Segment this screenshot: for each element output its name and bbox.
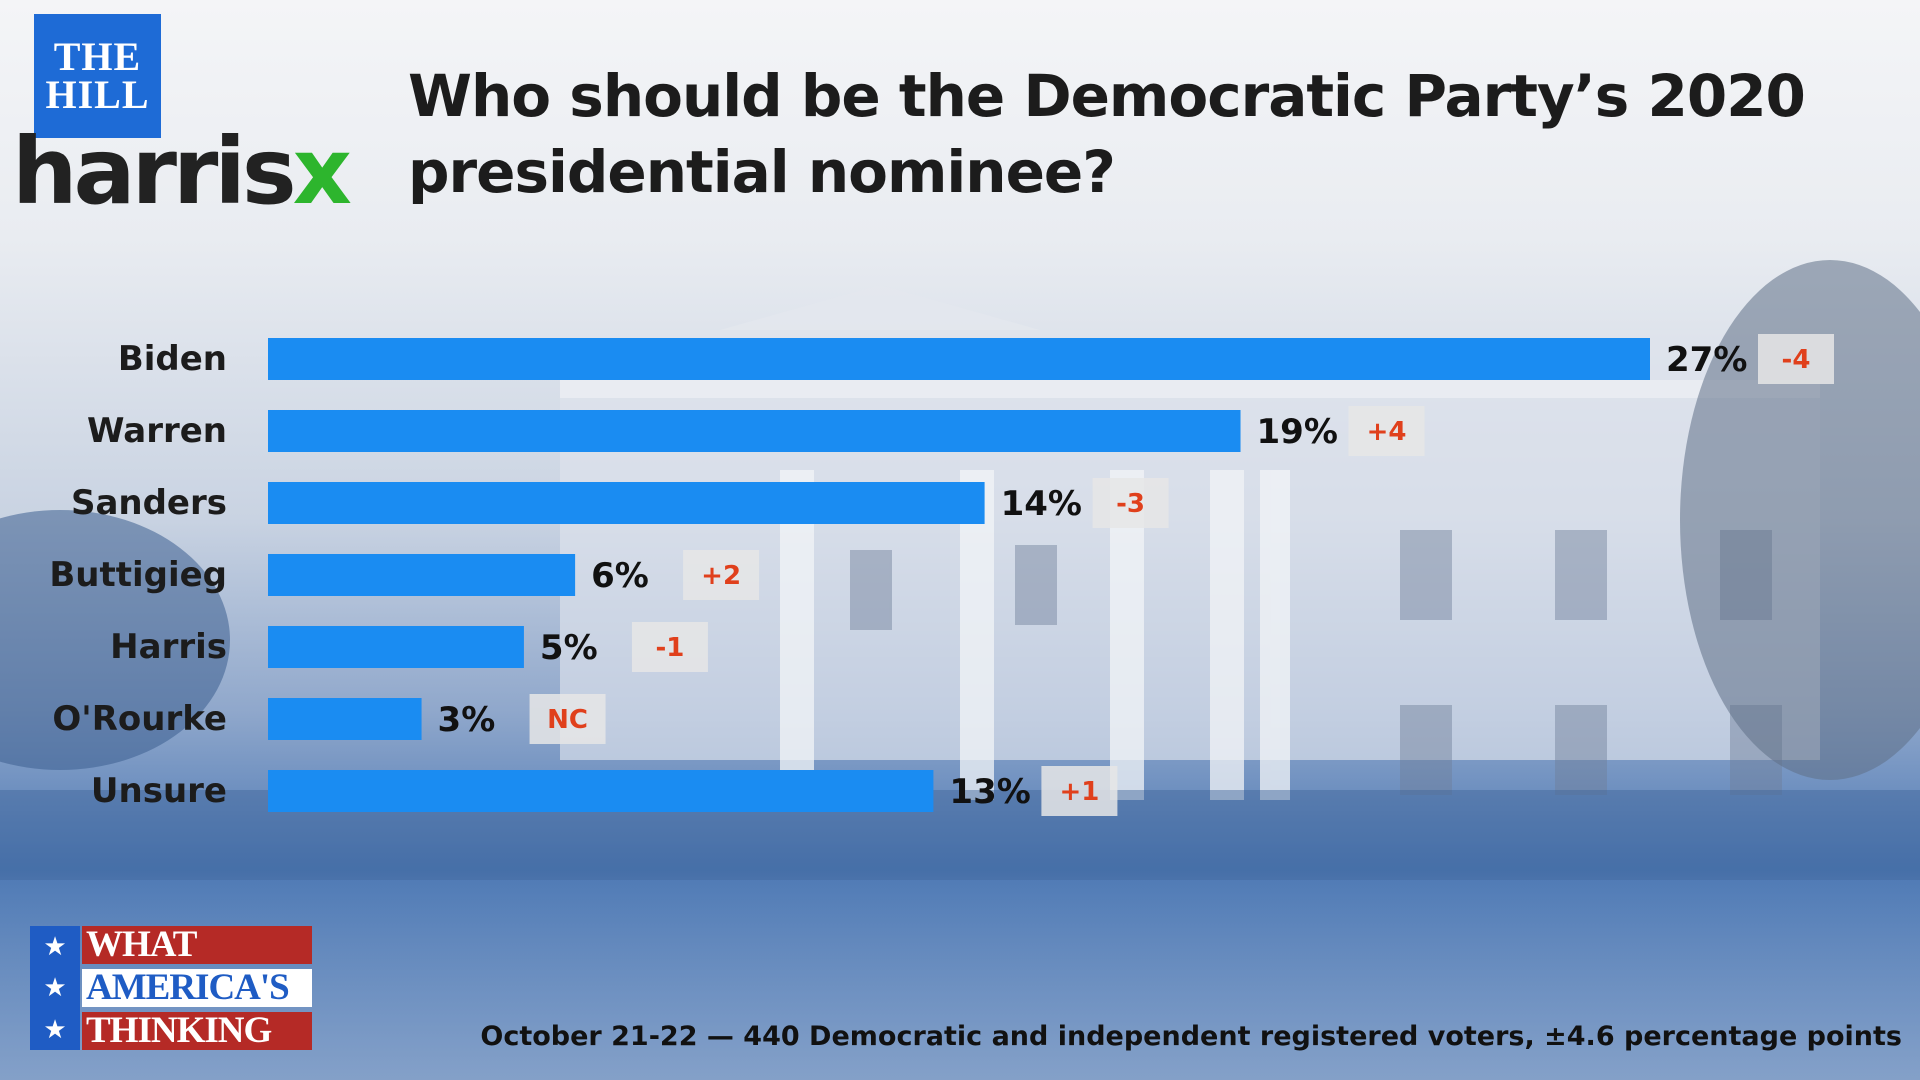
what-americas-thinking-logo: ★ ★ ★ WHAT AMERICA'S THINKING [30,926,312,1050]
star-icon: ★ [43,972,67,1003]
category-label: Biden [118,339,227,379]
category-label: Harris [110,627,227,667]
category-label: Unsure [91,771,227,811]
bar [268,338,1650,380]
stars-column: ★ ★ ★ [30,926,80,1050]
bar [268,554,576,596]
value-label: 5% [540,628,598,668]
change-badge [1041,766,1118,816]
star-icon: ★ [43,931,67,962]
category-label: Sanders [71,483,227,523]
change-badge [1758,334,1834,384]
star-icon: ★ [43,1013,67,1044]
change-badge [631,622,708,672]
category-label: Buttigieg [49,555,227,595]
change-label: -3 [1116,489,1145,519]
harrisx-logo: harrisx [12,118,352,225]
logo-word-thinking: THINKING [82,1012,312,1050]
change-badge [1092,478,1169,528]
bar [268,698,422,740]
change-label: +4 [1367,417,1407,447]
the-hill-logo-line2: HILL [45,72,150,117]
change-label: -4 [1782,345,1811,375]
change-badge [683,550,760,600]
bar [268,410,1241,452]
change-label: +2 [701,561,741,591]
bar [268,770,934,812]
logo-word-what: WHAT [82,926,312,964]
bar [268,482,985,524]
category-label: Warren [87,411,227,451]
change-badge [529,694,606,744]
value-label: 3% [438,700,496,740]
logo-word-americas: AMERICA'S [82,969,312,1007]
change-badge [1348,406,1425,456]
value-label: 6% [591,556,649,596]
category-label: O'Rourke [52,699,227,739]
value-label: 13% [949,772,1030,812]
change-label: +1 [1059,777,1099,807]
chart-title: Who should be the Democratic Party’s 202… [408,62,1806,206]
value-label: 27% [1666,340,1747,380]
value-label: 19% [1257,412,1338,452]
harrisx-logo-x: x [292,118,352,225]
the-hill-logo: THE HILL [34,14,161,138]
the-hill-logo-line1: THE [53,34,142,79]
bar [268,626,524,668]
value-label: 14% [1001,484,1082,524]
harrisx-logo-text: harris [12,118,297,225]
change-label: NC [547,705,588,735]
poll-footnote: October 21-22 — 440 Democratic and indep… [480,1021,1902,1052]
change-label: -1 [655,633,684,663]
